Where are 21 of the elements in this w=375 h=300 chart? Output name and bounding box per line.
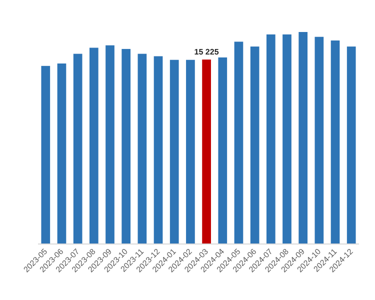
bar — [250, 46, 260, 244]
bar — [57, 63, 66, 244]
bar — [218, 57, 228, 244]
bar — [266, 34, 276, 244]
bar — [282, 34, 292, 244]
bar — [314, 36, 324, 244]
bar — [346, 46, 356, 244]
bar — [154, 56, 163, 244]
bar — [122, 48, 131, 244]
bar — [234, 42, 244, 244]
bar — [298, 32, 308, 244]
bar — [170, 60, 179, 244]
bar — [330, 40, 340, 244]
bar — [73, 54, 82, 244]
bar — [202, 60, 211, 244]
bar — [41, 66, 50, 244]
bar — [138, 54, 147, 244]
data-label: 15 225 — [194, 48, 220, 57]
bar — [106, 45, 114, 244]
bar — [89, 48, 98, 244]
bar — [186, 60, 195, 244]
